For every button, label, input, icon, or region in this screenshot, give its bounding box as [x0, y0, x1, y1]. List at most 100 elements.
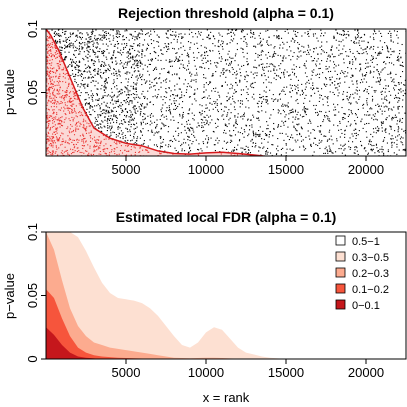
pvalue-point: [181, 150, 183, 152]
pvalue-point: [46, 74, 48, 76]
pvalue-point: [179, 56, 181, 58]
pvalue-point: [71, 61, 73, 63]
pvalue-point: [224, 123, 226, 125]
pvalue-point: [254, 59, 256, 61]
pvalue-point: [117, 30, 119, 32]
pvalue-point: [127, 97, 129, 99]
pvalue-point: [240, 94, 242, 96]
pvalue-point: [318, 142, 320, 144]
pvalue-point: [49, 36, 51, 38]
pvalue-point: [67, 135, 69, 137]
pvalue-point: [101, 84, 103, 87]
pvalue-point: [291, 134, 293, 136]
pvalue-point: [389, 101, 391, 103]
pvalue-point: [404, 148, 406, 150]
pvalue-point: [139, 73, 141, 75]
pvalue-point: [300, 140, 303, 142]
pvalue-point: [290, 109, 292, 111]
pvalue-point: [282, 103, 284, 105]
pvalue-point: [58, 109, 60, 111]
pvalue-point: [228, 32, 230, 34]
pvalue-point: [377, 111, 379, 113]
pvalue-point: [81, 79, 83, 81]
pvalue-point: [386, 45, 388, 47]
pvalue-point: [231, 67, 233, 69]
pvalue-point: [402, 137, 404, 139]
pvalue-point: [46, 121, 48, 123]
pvalue-point: [181, 37, 183, 39]
pvalue-point: [267, 151, 269, 153]
pvalue-point: [264, 66, 266, 68]
pvalue-point: [87, 94, 89, 96]
pvalue-point: [223, 71, 225, 74]
pvalue-point: [82, 140, 84, 142]
pvalue-point: [51, 59, 53, 61]
pvalue-point: [166, 92, 168, 94]
pvalue-point: [70, 65, 73, 67]
pvalue-point: [73, 45, 75, 47]
pvalue-point: [142, 74, 144, 76]
pvalue-point: [151, 131, 154, 133]
pvalue-point: [297, 118, 299, 120]
pvalue-point: [231, 135, 233, 137]
pvalue-point: [263, 82, 265, 84]
pvalue-point: [331, 45, 333, 47]
pvalue-point: [223, 118, 225, 120]
pvalue-point: [385, 131, 387, 133]
pvalue-point: [96, 72, 98, 75]
pvalue-point: [127, 89, 129, 91]
pvalue-point: [199, 112, 201, 114]
pvalue-point: [71, 45, 73, 47]
pvalue-point: [90, 77, 92, 79]
pvalue-point: [92, 100, 94, 102]
pvalue-point: [266, 96, 268, 98]
pvalue-point: [135, 65, 137, 67]
pvalue-point: [51, 140, 53, 142]
pvalue-point: [384, 42, 386, 44]
pvalue-point: [393, 81, 395, 83]
pvalue-point: [319, 73, 321, 75]
pvalue-point: [134, 93, 136, 95]
pvalue-point: [101, 61, 103, 63]
pvalue-point: [307, 122, 309, 124]
pvalue-point: [130, 33, 132, 35]
legend-label: 0.3−0.5: [352, 252, 389, 264]
pvalue-point: [304, 72, 306, 74]
pvalue-point: [101, 112, 103, 115]
pvalue-point: [61, 49, 63, 51]
pvalue-point: [78, 139, 80, 141]
pvalue-point: [233, 150, 235, 152]
pvalue-point: [80, 43, 82, 45]
pvalue-point: [55, 145, 57, 147]
pvalue-point: [95, 29, 97, 31]
pvalue-point: [111, 111, 113, 113]
pvalue-point: [382, 149, 384, 151]
pvalue-point: [123, 67, 125, 69]
pvalue-point: [95, 52, 97, 54]
pvalue-point: [386, 47, 389, 49]
pvalue-point: [355, 135, 358, 137]
pvalue-point: [95, 140, 97, 142]
pvalue-point: [211, 90, 213, 92]
pvalue-point: [55, 34, 57, 36]
pvalue-point: [200, 118, 202, 120]
pvalue-point: [193, 56, 195, 58]
pvalue-point: [144, 118, 146, 120]
pvalue-point: [225, 124, 227, 126]
pvalue-point: [81, 46, 83, 48]
pvalue-point: [273, 68, 275, 70]
pvalue-point: [258, 111, 260, 113]
pvalue-point: [145, 149, 147, 151]
pvalue-point: [390, 36, 392, 38]
pvalue-point: [126, 30, 128, 32]
pvalue-point: [322, 120, 324, 123]
pvalue-point: [320, 125, 322, 127]
pvalue-point: [198, 143, 200, 145]
pvalue-point: [55, 96, 58, 98]
pvalue-point: [357, 36, 359, 38]
pvalue-point: [62, 154, 64, 156]
pvalue-point: [257, 43, 259, 45]
pvalue-point: [359, 82, 362, 84]
pvalue-point: [369, 65, 371, 67]
pvalue-point: [270, 114, 272, 116]
